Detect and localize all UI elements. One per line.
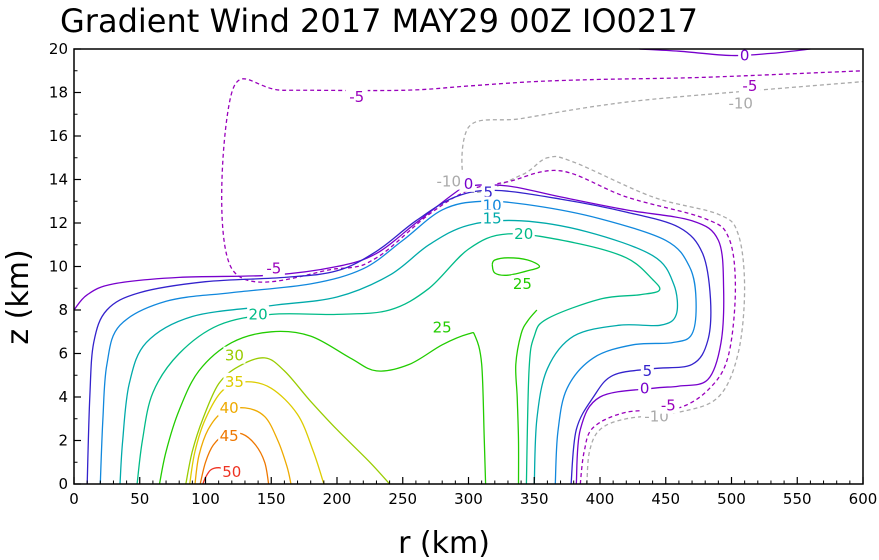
contour-label-bg [512,224,535,242]
x-tick-label-300: 300 [454,490,483,508]
y-tick-label-6: 6 [58,345,68,363]
x-tick-label-100: 100 [191,490,220,508]
contour-5-line-4 [86,189,712,485]
x-tick-label-600: 600 [849,490,878,508]
x-tick-label-200: 200 [323,490,352,508]
y-tick-label-18: 18 [49,84,68,102]
plot-frame [73,48,864,485]
contour-labels: -10-10-10-5-5-5-500055101520202525303540… [218,46,761,481]
contour-label-0-2-1: 0 [464,175,474,193]
y-tick-label-8: 8 [58,301,68,319]
contour-label-bg [220,463,243,481]
contour-label-25-8-0: 25 [433,318,452,336]
contour-label-bg [657,396,680,414]
contour-label-bg [738,46,752,64]
contour--5-line-1 [221,70,864,485]
contour-label-bg [481,196,504,214]
contour-40-line-13 [194,407,292,485]
y-tick-label-14: 14 [49,171,68,189]
contour-label-bg [223,346,246,364]
contour-label--10-0-1: -10 [437,173,462,191]
contour--10-line-0 [461,80,864,485]
contour-label-20-7-1: 20 [514,225,533,243]
contour-label-bg [640,361,654,379]
y-tick-label-0: 0 [58,475,68,493]
contour-label-bg [481,209,504,227]
contour-label-bg [345,87,368,105]
contour-30-line-11 [185,357,391,485]
contour-0-line-2 [73,184,725,485]
y-axis-ticks: 0 2 4 6 8 10 12 14 16 18 20 [49,40,81,493]
contour-25-line-10 [515,309,538,485]
contour-label--5-1-2: -5 [349,88,364,106]
contour-label-bg [725,94,757,112]
contour-10-line-5 [99,200,697,485]
x-tick-label-250: 250 [388,490,417,508]
contour-0-line-3 [639,48,811,57]
contour-label-15-6-0: 15 [483,210,502,228]
contour-label-bg [223,372,246,390]
x-tick-label-50: 50 [130,490,149,508]
contour-label-bg [481,183,495,201]
contour-label-bg [433,172,465,190]
x-tick-label-550: 550 [783,490,812,508]
contour-label-bg [262,259,285,277]
contour-label-bg [462,174,475,192]
contour-label-30-11-0: 30 [225,347,244,365]
x-axis-ticks: 0 50 100 150 200 250 300 350 400 450 500 550 600 [69,477,877,508]
contour-label--5-1-3: -5 [742,77,757,95]
x-tick-label-350: 350 [520,490,549,508]
x-tick-label-400: 400 [586,490,615,508]
contour-label-35-12-0: 35 [225,373,244,391]
y-axis-label: z (km) [1,249,36,344]
contour-label-bg [247,305,270,323]
x-tick-label-150: 150 [257,490,286,508]
y-tick-label-4: 4 [58,388,68,406]
contour-label--5-1-0: -5 [661,397,676,415]
contour-label--10-0-2: -10 [728,94,753,112]
contour-label-bg [218,427,241,445]
y-tick-label-16: 16 [49,127,68,145]
contour-label-bg [218,398,241,416]
contour-label-5-4-1: 5 [483,184,493,202]
contour-label--5-1-1: -5 [266,260,281,278]
x-tick-label-500: 500 [717,490,746,508]
contour-label-bg [511,274,534,292]
contour-20-line-7 [136,233,661,485]
contour-label-bg [638,379,652,397]
contour-15-line-6 [119,219,679,485]
contour-label-5-4-0: 5 [643,362,653,380]
contour-label-20-7-0: 20 [249,305,268,323]
x-axis-label: r (km) [398,526,490,560]
contour-lines [73,48,864,485]
contour-label-bg [431,318,454,336]
x-tick-label-0: 0 [69,490,79,508]
y-tick-label-10: 10 [49,258,68,276]
chart-title: Gradient Wind 2017 MAY29 00Z IO0217 [60,2,698,40]
contour-35-line-12 [189,381,325,485]
contour-label-40-13-0: 40 [220,399,239,417]
contour-label-50-15-0: 50 [222,463,241,481]
contour-label-25-9-0: 25 [513,275,532,293]
contour-label-0-2-0: 0 [640,379,650,397]
contour-label-45-14-0: 45 [220,427,239,445]
contour-25-line-9 [491,257,541,276]
y-tick-label-2: 2 [58,432,68,450]
y-tick-label-12: 12 [49,214,68,232]
contour-label-bg [738,76,761,94]
x-tick-label-450: 450 [651,490,680,508]
y-tick-label-20: 20 [49,40,68,58]
contour-25-line-8 [158,330,487,485]
contour-label-0-2-2: 0 [740,47,750,65]
